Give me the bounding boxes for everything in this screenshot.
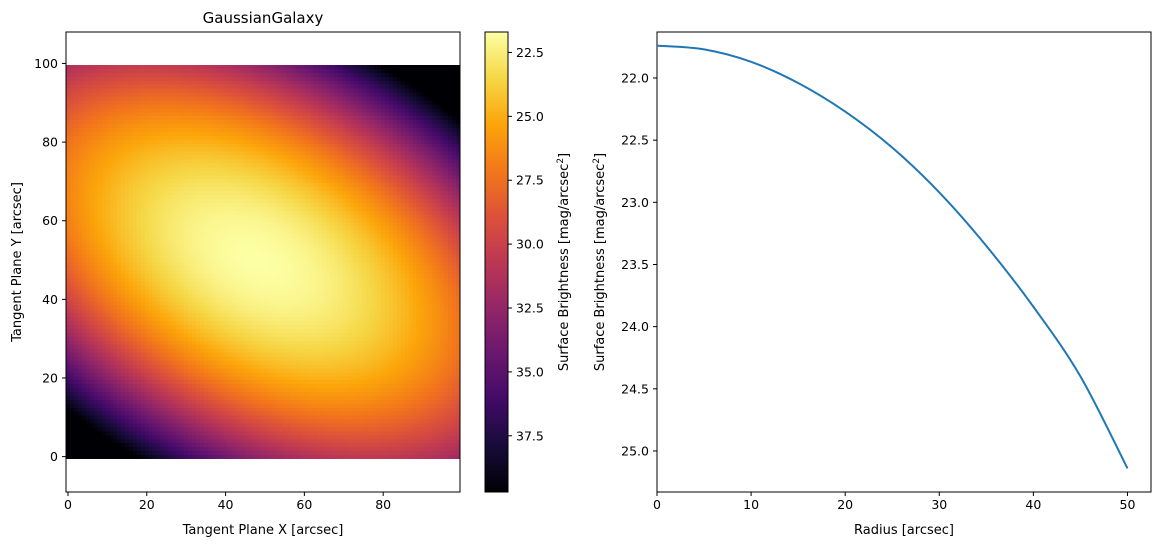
colorbar-tick-label: 37.5 xyxy=(516,428,544,443)
profile-panel: 0 10 20 30 40 50 22.0 22.5 23.0 23.5 24.0 24.5 25.0… xyxy=(592,31,1152,538)
heatmap-title: GaussianGalaxy xyxy=(203,9,324,27)
profile-y-tick-label: 24.5 xyxy=(621,381,649,396)
colorbar-gradient xyxy=(485,32,508,492)
heatmap-y-tick-label: 40 xyxy=(42,292,58,307)
heatmap-axes-frame xyxy=(65,31,461,493)
heatmap-x-tick-label: 20 xyxy=(139,497,155,512)
colorbar: 22.5 25.0 27.5 30.0 32.5 35.0 37.5 Surface Bri… xyxy=(484,31,572,493)
heatmap-x-tick-label: 80 xyxy=(375,497,391,512)
colorbar-label: Surface Brightness [mag/arcsec2] xyxy=(556,153,572,371)
colorbar-tick-label: 25.0 xyxy=(516,109,544,124)
colorbar-ticks: 22.5 25.0 27.5 30.0 32.5 35.0 37.5 xyxy=(508,45,544,443)
profile-axes-frame xyxy=(656,31,1152,493)
colorbar-tick-label: 27.5 xyxy=(516,173,544,188)
heatmap-y-tick-label: 100 xyxy=(34,56,58,71)
profile-x-axis-label: Radius [arcsec] xyxy=(854,523,954,538)
profile-y-tick-label: 23.0 xyxy=(621,195,649,210)
profile-y-tick-label: 22.5 xyxy=(621,133,649,148)
profile-x-tick-label: 20 xyxy=(837,497,853,512)
colorbar-tick-label: 35.0 xyxy=(516,364,544,379)
heatmap-x-axis-label: Tangent Plane X [arcsec] xyxy=(182,523,344,538)
profile-y-tick-label: 25.0 xyxy=(621,443,649,458)
profile-x-tick-label: 50 xyxy=(1120,497,1136,512)
heatmap-y-tick-label: 60 xyxy=(42,213,58,228)
heatmap-y-axis-label: Tangent Plane Y [arcsec] xyxy=(10,182,25,343)
heatmap-x-ticks: 0 20 40 60 80 xyxy=(64,492,391,512)
heatmap-x-tick-label: 60 xyxy=(296,497,312,512)
profile-y-ticks: 22.0 22.5 23.0 23.5 24.0 24.5 25.0 xyxy=(621,71,657,458)
heatmap-y-ticks: 0 20 40 60 80 100 xyxy=(34,56,66,464)
profile-y-tick-label: 22.0 xyxy=(621,71,649,86)
heatmap-image-wrapper xyxy=(66,64,460,459)
heatmap-y-tick-label: 20 xyxy=(42,370,58,385)
colorbar-tick-label: 22.5 xyxy=(516,45,544,60)
colorbar-frame xyxy=(484,31,509,493)
heatmap-y-tick-label: 80 xyxy=(42,135,58,150)
profile-x-tick-label: 30 xyxy=(931,497,947,512)
heatmap-panel: GaussianGalaxy 0 20 40 60 80 0 20 40 60 80 100 Ta… xyxy=(10,9,461,538)
profile-x-tick-label: 0 xyxy=(653,497,661,512)
heatmap-x-tick-label: 40 xyxy=(218,497,234,512)
heatmap-image xyxy=(66,64,460,459)
profile-x-ticks: 0 10 20 30 40 50 xyxy=(653,492,1135,512)
heatmap-y-tick-label: 0 xyxy=(50,449,58,464)
profile-x-tick-label: 10 xyxy=(743,497,759,512)
profile-y-tick-label: 24.0 xyxy=(621,319,649,334)
colorbar-tick-label: 30.0 xyxy=(516,237,544,252)
profile-series-line xyxy=(656,44,1129,469)
colorbar-tick-label: 32.5 xyxy=(516,301,544,316)
profile-y-axis-label: Surface Brightness [mag/arcsec2] xyxy=(592,153,608,371)
heatmap-x-tick-label: 0 xyxy=(64,497,72,512)
profile-x-tick-label: 40 xyxy=(1025,497,1041,512)
profile-y-tick-label: 23.5 xyxy=(621,257,649,272)
